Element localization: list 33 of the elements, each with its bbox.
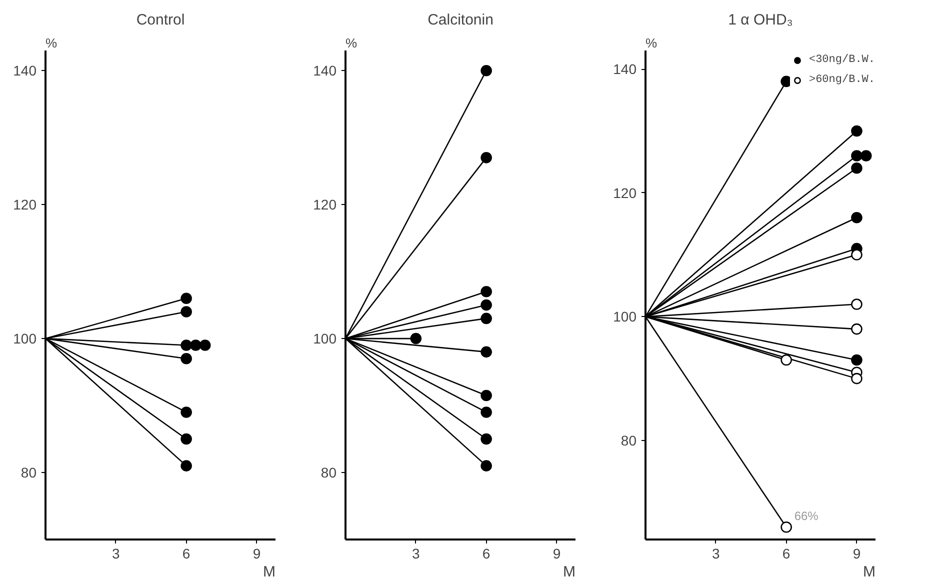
chart-title: Calcitonin (428, 12, 494, 28)
x-tick-label: 6 (782, 546, 790, 562)
x-tick-label: 9 (852, 546, 861, 562)
y-axis-title: % (646, 36, 658, 50)
y-tick-label: 100 (613, 308, 637, 325)
x-axis-title: M (863, 564, 876, 580)
x-tick-label: 9 (552, 546, 561, 562)
y-tick-label: 120 (613, 184, 637, 201)
chart-title: Control (136, 12, 185, 28)
y-tick-label: 80 (620, 432, 637, 448)
y-tick-label: 140 (13, 62, 37, 79)
chart-title: 1 α OHD₃ (728, 12, 793, 28)
y-tick-label: 100 (13, 330, 37, 347)
y-axis-title: % (346, 36, 358, 50)
x-tick-label: 6 (182, 546, 190, 562)
legend-label: <30ng/B.W. (808, 54, 875, 66)
x-tick-label: 3 (712, 546, 720, 562)
x-axis-title: M (263, 564, 276, 580)
y-tick-label: 140 (613, 61, 637, 78)
x-tick-label: 6 (482, 546, 490, 562)
y-tick-label: 120 (13, 196, 37, 213)
x-tick-label: 3 (412, 546, 420, 562)
x-tick-label: 9 (252, 546, 261, 562)
y-tick-label: 140 (313, 62, 337, 79)
y-tick-label: 120 (313, 196, 337, 213)
y-tick-label: 80 (320, 464, 337, 481)
legend-label: >60ng/B.W. (808, 74, 875, 86)
y-tick-label: 100 (313, 330, 337, 347)
annotation: 66% (794, 509, 819, 524)
y-tick-label: 80 (20, 464, 37, 481)
y-axis-title: % (46, 36, 58, 50)
x-axis-title: M (563, 564, 576, 580)
x-tick-label: 3 (112, 546, 120, 562)
